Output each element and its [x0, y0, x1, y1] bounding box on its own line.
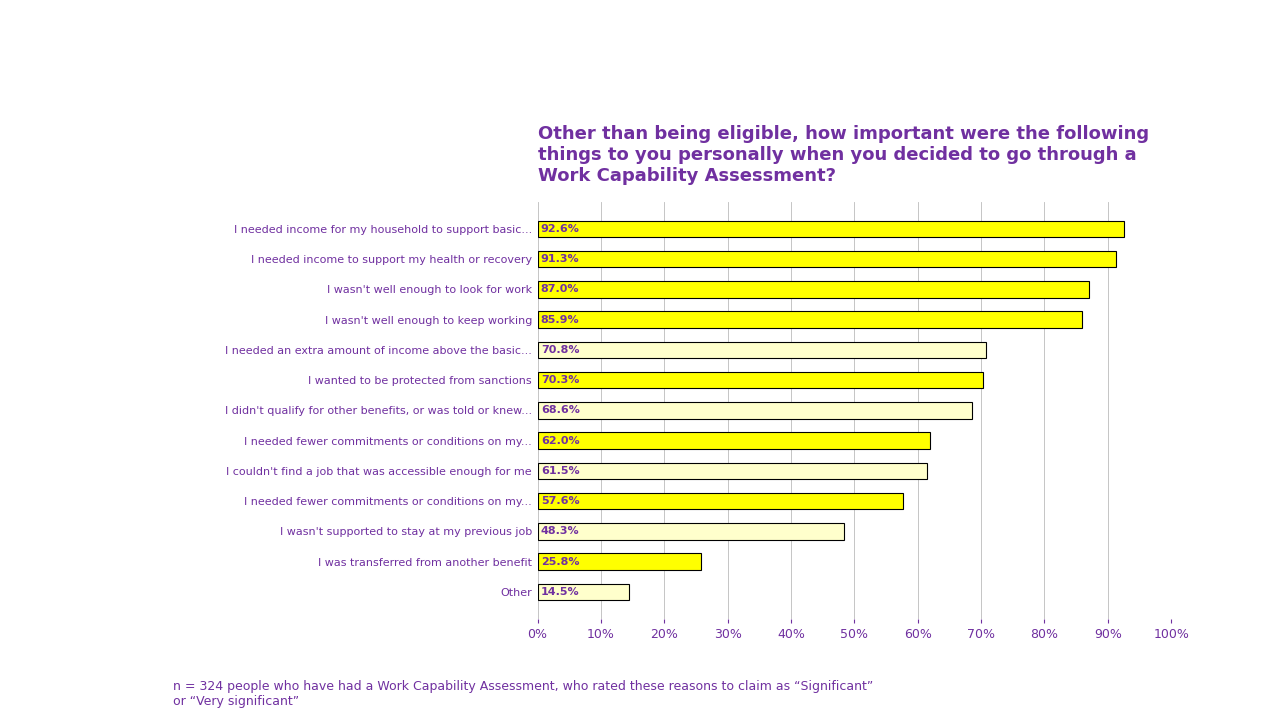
- Bar: [538, 432, 931, 449]
- Bar: [538, 372, 983, 389]
- Bar: [538, 402, 973, 419]
- Text: 62.0%: 62.0%: [540, 436, 580, 446]
- Text: 87.0%: 87.0%: [540, 284, 580, 294]
- Bar: [538, 462, 927, 480]
- Text: Other than being eligible, how important were the following
things to you person: Other than being eligible, how important…: [538, 125, 1148, 185]
- Text: 91.3%: 91.3%: [540, 254, 580, 264]
- Text: n = 324 people who have had a Work Capability Assessment, who rated these reason: n = 324 people who have had a Work Capab…: [173, 680, 873, 708]
- Text: 57.6%: 57.6%: [540, 496, 580, 506]
- Bar: [538, 554, 701, 570]
- Bar: [538, 251, 1116, 267]
- Text: 61.5%: 61.5%: [540, 466, 580, 476]
- Text: 92.6%: 92.6%: [540, 224, 580, 234]
- Text: 70.3%: 70.3%: [540, 375, 579, 385]
- Text: 68.6%: 68.6%: [540, 405, 580, 415]
- Text: 85.9%: 85.9%: [540, 315, 580, 325]
- Bar: [538, 341, 986, 359]
- Text: 70.8%: 70.8%: [540, 345, 580, 355]
- Bar: [538, 281, 1089, 297]
- Bar: [538, 311, 1082, 328]
- Text: 48.3%: 48.3%: [540, 526, 580, 536]
- Bar: [538, 492, 902, 510]
- Text: 14.5%: 14.5%: [540, 587, 580, 597]
- Bar: [538, 523, 844, 540]
- Text: 25.8%: 25.8%: [540, 557, 580, 567]
- Bar: [538, 220, 1124, 237]
- Bar: [538, 584, 630, 600]
